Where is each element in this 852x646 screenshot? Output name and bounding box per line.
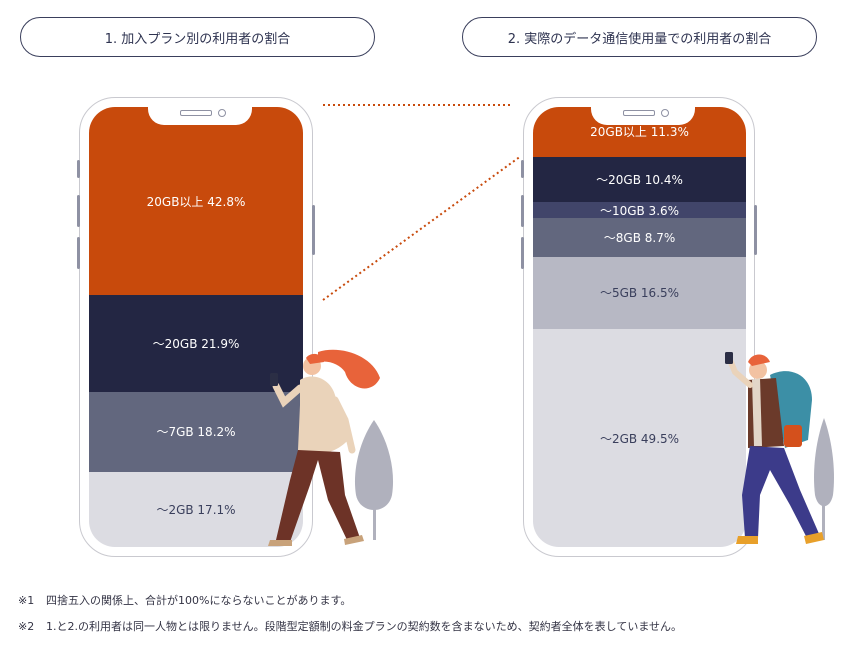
phone-left-button — [77, 195, 80, 227]
connector-line-diagonal — [322, 155, 522, 301]
phone-left-button — [312, 205, 315, 255]
stacked-bar-chart-right: 20GB以上 11.3% 〜20GB 10.4% 〜10GB 3.6% 〜8GB 8.… — [533, 107, 746, 547]
bar-segment: 〜10GB 3.6% — [533, 202, 746, 219]
phone-left-button — [77, 237, 80, 269]
footnote-mark: ※2 — [18, 620, 35, 633]
segment-label: 〜2GB 17.1% — [156, 502, 236, 517]
chart2-heading-text: 2. 実際のデータ通信使用量での利用者の割合 — [507, 31, 772, 47]
segment-label: 〜20GB 10.4% — [596, 173, 683, 188]
speaker-icon — [623, 110, 655, 116]
phone-notch-left — [148, 107, 252, 125]
footnote-mark: ※1 — [18, 594, 35, 607]
bar-segment: 〜8GB 8.7% — [533, 218, 746, 257]
bar-segment: 〜2GB 17.1% — [89, 471, 303, 547]
phone-left-button — [77, 160, 80, 178]
chart2-heading: 2. 実際のデータ通信使用量での利用者の割合 — [462, 17, 817, 57]
phone-right-button — [521, 195, 524, 227]
woman-illustration — [268, 349, 380, 546]
segment-label: 〜20GB 21.9% — [152, 336, 240, 351]
phone-right-button — [754, 205, 757, 255]
footnote-1: ※1 四捨五入の関係上、合計が100%にならないことがあります。 — [18, 592, 351, 608]
bar-segment: 〜20GB 21.9% — [89, 295, 303, 392]
camera-icon — [218, 109, 226, 117]
stacked-bar-chart-left: 20GB以上 42.8% 〜20GB 21.9% 〜7GB 18.2% 〜2GB 17… — [89, 107, 303, 547]
tree-illustration-right — [814, 418, 834, 540]
man-illustration — [725, 352, 824, 544]
phone-right-button — [521, 237, 524, 269]
phone-right-button — [521, 160, 524, 178]
segment-label: 20GB以上 11.3% — [590, 125, 689, 140]
bar-segment: 〜2GB 49.5% — [533, 329, 746, 547]
bar-segment: 〜7GB 18.2% — [89, 391, 303, 472]
chart1-heading-text: 1. 加入プラン別の利用者の割合 — [104, 31, 291, 47]
phone-notch-right — [591, 107, 695, 125]
footnote-text: 四捨五入の関係上、合計が100%にならないことがあります。 — [46, 594, 352, 607]
bar-segment: 〜5GB 16.5% — [533, 256, 746, 330]
chart1-heading: 1. 加入プラン別の利用者の割合 — [20, 17, 375, 57]
segment-label: 〜7GB 18.2% — [156, 425, 236, 440]
tree-illustration-left — [354, 420, 394, 540]
footnote-2: ※2 1.と2.の利用者は同一人物とは限りません。段階型定額制の料金プランの契約数… — [18, 618, 682, 634]
segment-label: 20GB以上 42.8% — [146, 194, 246, 209]
segment-label: 〜10GB 3.6% — [599, 203, 680, 218]
speaker-icon — [180, 110, 212, 116]
segment-label: 〜8GB 8.7% — [603, 230, 676, 245]
segment-label: 〜5GB 16.5% — [599, 286, 680, 301]
bar-segment: 20GB以上 42.8% — [89, 107, 303, 296]
bar-segment: 〜20GB 10.4% — [533, 156, 746, 203]
segment-label: 〜2GB 49.5% — [599, 431, 680, 446]
camera-icon — [661, 109, 669, 117]
footnote-text: 1.と2.の利用者は同一人物とは限りません。段階型定額制の料金プランの契約数を含… — [46, 620, 682, 633]
